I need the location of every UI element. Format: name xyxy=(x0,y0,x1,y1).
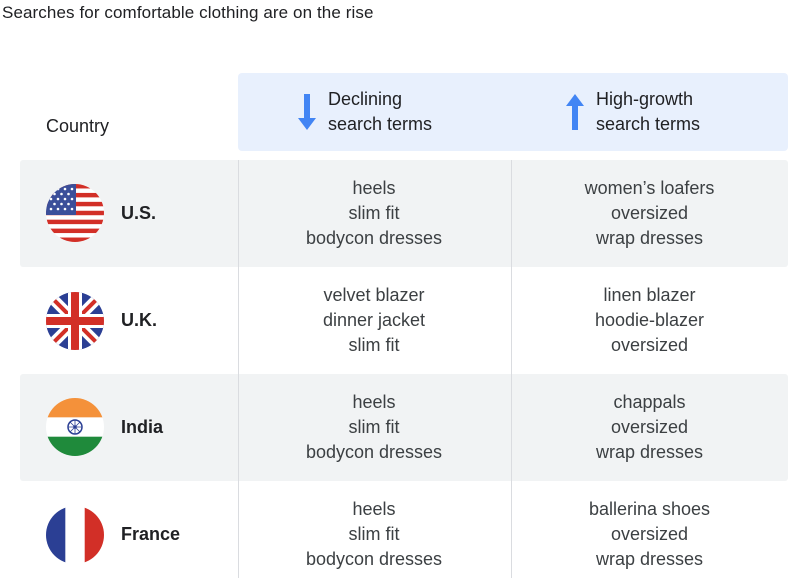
column-divider xyxy=(511,160,512,578)
table-row: U.K. velvet blazer dinner jacket slim fi… xyxy=(20,267,788,374)
growth-term: wrap dresses xyxy=(595,442,704,462)
declining-terms: heels slim fit bodycon dresses xyxy=(238,390,510,465)
country-column-header: Country xyxy=(46,116,110,136)
declining-label-line1: Declining xyxy=(328,89,403,109)
column-divider xyxy=(238,160,239,578)
growth-term: wrap dresses xyxy=(595,228,704,248)
declining-terms: velvet blazer dinner jacket slim fit xyxy=(238,283,510,358)
declining-term: slim fit xyxy=(348,203,400,223)
growth-term: linen blazer xyxy=(603,285,696,305)
declining-term: velvet blazer xyxy=(323,285,425,305)
india-flag-icon xyxy=(46,398,104,456)
arrow-up-icon xyxy=(566,94,584,130)
table-row: France heels slim fit bodycon dresses ba… xyxy=(20,481,788,578)
declining-term: slim fit xyxy=(348,335,400,355)
declining-term: bodycon dresses xyxy=(305,228,443,248)
growth-term: oversized xyxy=(610,335,689,355)
declining-term: heels xyxy=(352,178,396,198)
declining-term: slim fit xyxy=(348,417,400,437)
growth-terms: chappals oversized wrap dresses xyxy=(511,390,788,465)
france-flag-icon xyxy=(46,506,104,564)
declining-term: dinner jacket xyxy=(322,310,426,330)
country-name: U.S. xyxy=(121,203,157,223)
country-name: France xyxy=(121,524,181,544)
page-title: Searches for comfortable clothing are on… xyxy=(2,3,374,22)
declining-term: bodycon dresses xyxy=(305,549,443,569)
table-row: U.S. heels slim fit bodycon dresses wome… xyxy=(20,160,788,267)
growth-column-header: High-growth search terms xyxy=(564,73,700,151)
growth-label-line1: High-growth xyxy=(596,89,694,109)
growth-terms: linen blazer hoodie-blazer oversized xyxy=(511,283,788,358)
growth-label-line2: search terms xyxy=(596,114,701,134)
growth-term: oversized xyxy=(610,524,689,544)
declining-term: bodycon dresses xyxy=(305,442,443,462)
table-row: India heels slim fit bodycon dresses cha… xyxy=(20,374,788,481)
declining-term: heels xyxy=(352,392,396,412)
declining-column-header: Declining search terms xyxy=(296,73,432,151)
growth-term: wrap dresses xyxy=(595,549,704,569)
growth-terms: ballerina shoes oversized wrap dresses xyxy=(511,497,788,572)
declining-terms: heels slim fit bodycon dresses xyxy=(238,176,510,251)
uk-flag-icon xyxy=(46,292,104,350)
declining-term: slim fit xyxy=(348,524,400,544)
arrow-down-icon xyxy=(298,94,316,130)
growth-terms: women’s loafers oversized wrap dresses xyxy=(511,176,788,251)
growth-term: oversized xyxy=(610,417,689,437)
us-flag-icon xyxy=(46,184,104,242)
country-name: U.K. xyxy=(121,310,157,330)
search-terms-header: Declining search terms High-growth searc… xyxy=(238,73,788,151)
country-name: India xyxy=(121,417,164,437)
growth-term: women’s loafers xyxy=(584,178,715,198)
growth-term: ballerina shoes xyxy=(588,499,711,519)
growth-term: oversized xyxy=(610,203,689,223)
growth-term: chappals xyxy=(613,392,686,412)
declining-terms: heels slim fit bodycon dresses xyxy=(238,497,510,572)
growth-term: hoodie-blazer xyxy=(594,310,705,330)
declining-term: heels xyxy=(352,499,396,519)
declining-label-line2: search terms xyxy=(328,114,433,134)
